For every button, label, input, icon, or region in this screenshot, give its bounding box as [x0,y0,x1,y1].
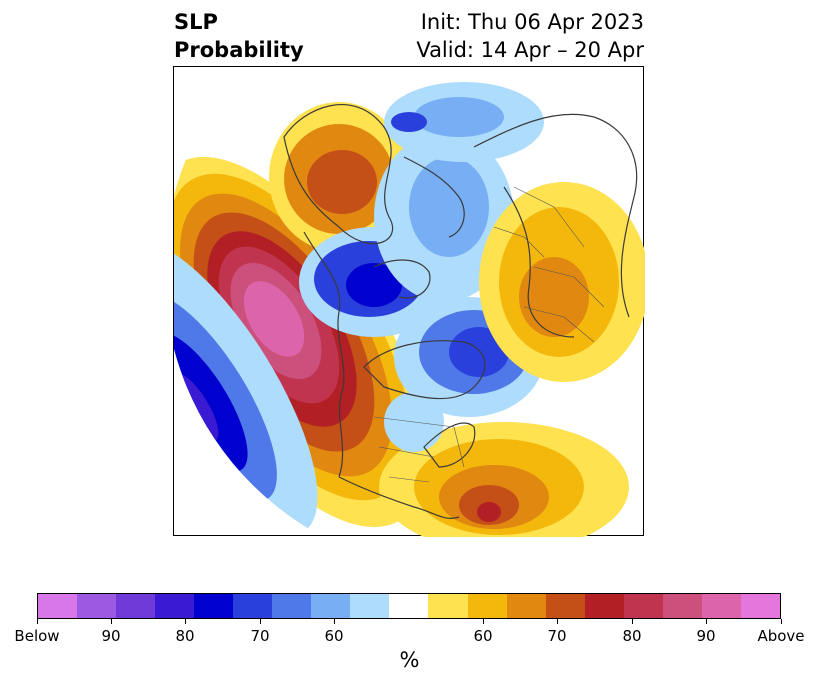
colorbar-cell-13 [545,594,585,618]
colorbar-tickmark [780,619,782,624]
below-polar-65 [409,157,489,257]
above-europe-70 [519,257,589,337]
country-borders [373,186,605,483]
colorbar-tick-label: 70 [250,627,270,645]
above-north-pacific-95 [243,281,305,357]
colorbar [37,593,781,619]
colorbar-cell-18 [740,594,780,618]
title-line-2: Probability [174,38,304,62]
title-line-1: SLP [174,10,218,34]
colorbar-tick-label: 60 [473,627,493,645]
probability-map [173,66,645,537]
map-title: SLP Probability [174,8,304,64]
below-canada-80 [449,327,509,377]
colorbar-tickmark [333,619,335,624]
colorbar-cell-0 [38,594,78,618]
valid-dates: Valid: 14 Apr – 20 Apr [416,38,644,62]
colorbar-cell-5 [233,594,273,618]
colorbar-tickmark [259,619,261,624]
colorbar-unit: % [399,648,420,672]
colorbar-cell-16 [662,594,702,618]
colorbar-tick-label: Above [757,627,805,645]
colorbar-cell-17 [701,594,741,618]
colorbar-tickmark [705,619,707,624]
colorbar-tick-label: 80 [175,627,195,645]
colorbar-cell-12 [506,594,546,618]
colorbar-cell-7 [311,594,351,618]
colorbar-tick-label: 80 [622,627,642,645]
colorbar-cell-15 [623,594,663,618]
colorbar-tickmark [482,619,484,624]
colorbar-cell-14 [584,594,624,618]
forecast-dates: Init: Thu 06 Apr 2023 Valid: 14 Apr – 20… [416,8,644,64]
colorbar-cell-4 [194,594,234,618]
colorbar-cell-11 [467,594,507,618]
below-ural-80 [391,112,427,132]
above-siberia-75 [307,150,377,214]
colorbar-tickmark [556,619,558,624]
colorbar-cell-1 [77,594,117,618]
colorbar-cell-6 [272,594,312,618]
colorbar-cell-3 [155,594,195,618]
colorbar-tickmark [110,619,112,624]
coastlines [283,104,638,519]
map-canvas [174,82,645,537]
colorbar-cell-9 [389,594,429,618]
colorbar-tick-label: Below [14,627,60,645]
colorbar-tickmark [184,619,186,624]
above-atlantic-80 [477,502,501,522]
colorbar-cell-2 [116,594,156,618]
init-date: Init: Thu 06 Apr 2023 [420,10,644,34]
colorbar-tick-label: 90 [696,627,716,645]
colorbar-cell-8 [350,594,390,618]
colorbar-cell-10 [428,594,468,618]
colorbar-tick-label: 70 [547,627,567,645]
below-ural-70 [414,97,504,137]
colorbar-tickmark [631,619,633,624]
colorbar-tick-label: 60 [324,627,344,645]
below-alaska-80 [346,263,402,307]
colorbar-tick-label: 90 [101,627,121,645]
colorbar-tickmark [36,619,38,624]
